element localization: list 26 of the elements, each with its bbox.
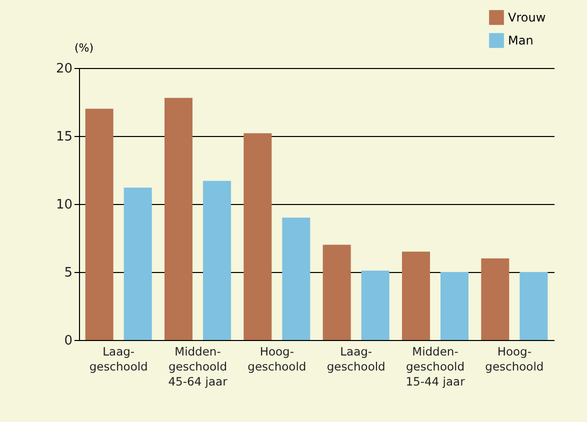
bar [164, 98, 192, 340]
bar [481, 258, 510, 340]
legend-label: Man [508, 34, 534, 48]
bar [361, 270, 390, 340]
y-tick-label: 15 [56, 130, 72, 144]
x-tick-label: Midden- geschoold 15-44 jaar [406, 344, 466, 388]
x-tick-label: Hoog- geschoold [248, 344, 306, 374]
bar [203, 180, 232, 340]
bar [322, 244, 351, 340]
y-tick-label: 0 [64, 334, 72, 348]
bar [282, 218, 310, 340]
y-tick-label: 10 [56, 198, 72, 212]
y-tick-label: 20 [56, 62, 72, 76]
y-axis-title: (%) [74, 42, 94, 54]
x-tick-label: Laag- geschoold [89, 344, 148, 374]
x-tick-label: Laag- geschoold [326, 344, 386, 374]
legend-label: Vrouw [508, 10, 546, 24]
x-tick-label: Hoog- geschoold [485, 344, 544, 374]
bar [124, 188, 152, 340]
bar [520, 272, 548, 340]
x-tick-label: Midden- geschoold 45-64 jaar [168, 344, 228, 388]
bar [244, 133, 272, 340]
bar [402, 252, 430, 340]
bar [440, 272, 469, 340]
bar [85, 108, 114, 340]
y-tick-label: 5 [64, 266, 72, 280]
